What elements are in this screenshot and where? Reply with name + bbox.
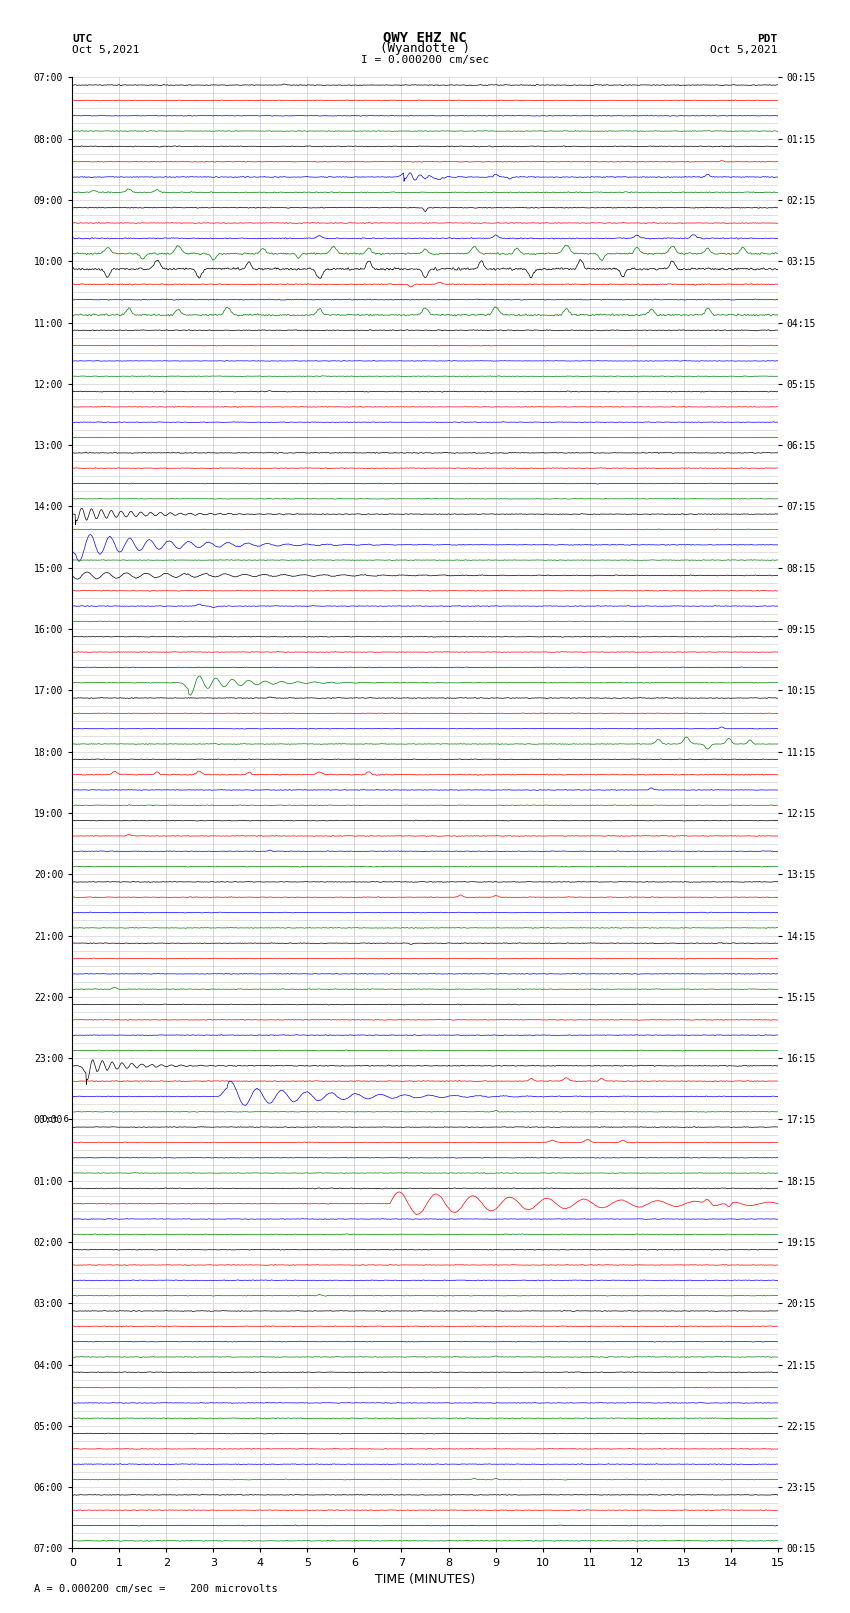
Text: Oct 6: Oct 6 [42,1115,69,1124]
Text: (Wyandotte ): (Wyandotte ) [380,42,470,55]
Text: PDT: PDT [757,34,778,44]
Text: I = 0.000200 cm/sec: I = 0.000200 cm/sec [361,55,489,65]
Text: QWY EHZ NC: QWY EHZ NC [383,31,467,44]
X-axis label: TIME (MINUTES): TIME (MINUTES) [375,1573,475,1586]
Text: A = 0.000200 cm/sec =    200 microvolts: A = 0.000200 cm/sec = 200 microvolts [34,1584,278,1594]
Text: Oct 5,2021: Oct 5,2021 [72,45,139,55]
Text: Oct 5,2021: Oct 5,2021 [711,45,778,55]
Text: UTC: UTC [72,34,93,44]
